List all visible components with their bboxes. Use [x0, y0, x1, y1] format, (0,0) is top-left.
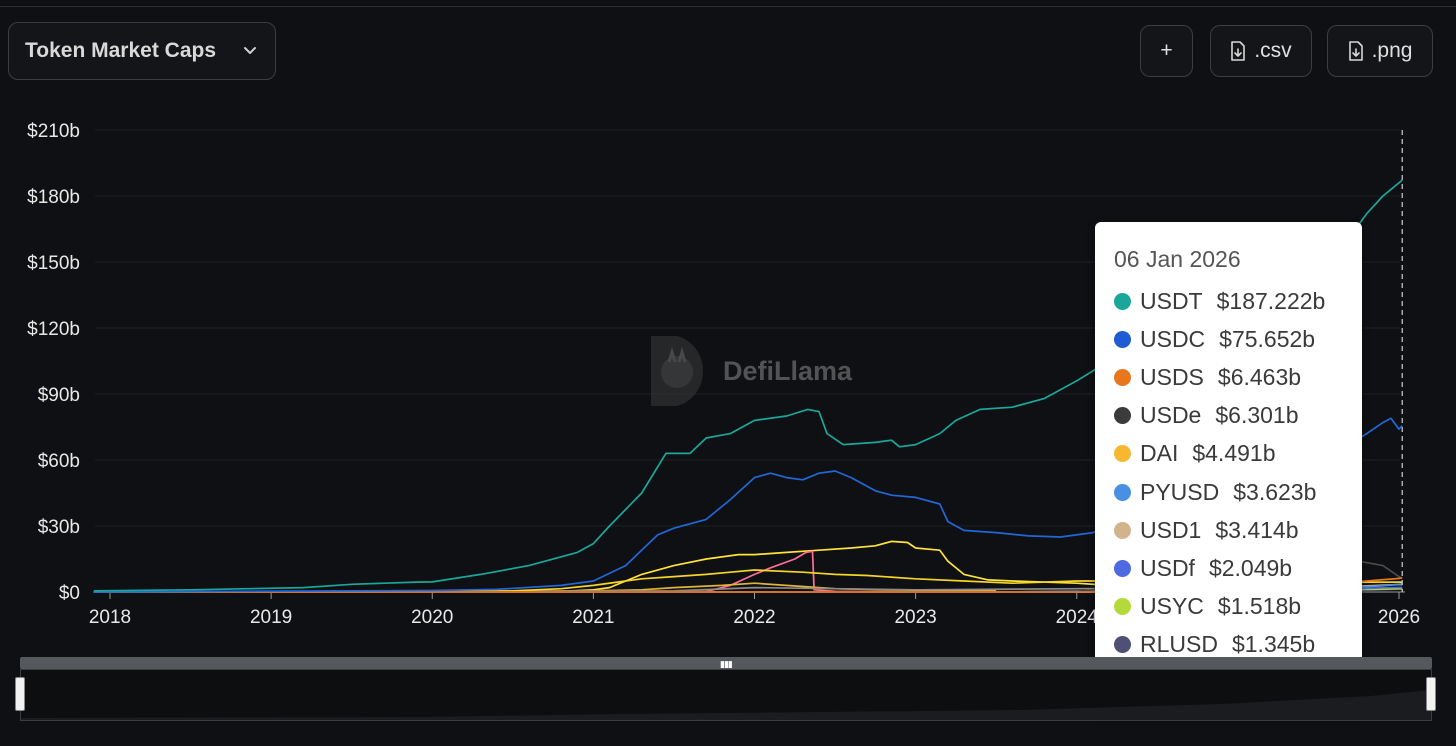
tooltip-series-value: $6.301b — [1215, 402, 1299, 429]
y-tick-label: $60b — [38, 451, 80, 472]
tooltip-series-name: PYUSD — [1140, 478, 1220, 505]
tooltip-series-value: $6.463b — [1217, 363, 1302, 390]
tooltip-row: USYC $1.518b — [1114, 588, 1362, 626]
y-tick-label: $150b — [27, 253, 80, 274]
defillama-watermark: DefiLlama — [647, 334, 852, 408]
tooltip-series-value: $3.414b — [1215, 516, 1299, 543]
tooltip-series-value: $3.623b — [1233, 478, 1317, 505]
series-color-dot — [1114, 521, 1131, 539]
x-tick-label: 2026 — [1378, 607, 1420, 628]
download-csv-button[interactable]: .csv — [1210, 25, 1312, 77]
range-slider[interactable]: ▮▮▮ — [15, 657, 1436, 721]
tooltip-series-name: RLUSD — [1140, 631, 1218, 658]
tooltip-series-value: $187.222b — [1216, 287, 1326, 314]
series-color-dot — [1114, 598, 1131, 616]
tooltip-row: USDT $187.222b — [1114, 282, 1362, 320]
tooltip-series-name: USDf — [1140, 554, 1195, 581]
y-tick-label: $90b — [38, 385, 80, 406]
x-tick-label: 2021 — [572, 607, 614, 628]
series-color-dot — [1114, 559, 1131, 577]
series-line — [93, 540, 1238, 593]
csv-label: .csv — [1254, 39, 1292, 62]
download-png-button[interactable]: .png — [1327, 25, 1433, 77]
series-color-dot — [1114, 483, 1131, 501]
top-divider — [0, 6, 1456, 7]
preview-area — [21, 690, 1431, 720]
tooltip-row: USDS $6.463b — [1114, 358, 1362, 396]
x-tick-label: 2018 — [89, 607, 131, 628]
tooltip-row: USDe $6.301b — [1114, 397, 1362, 435]
file-download-icon — [1348, 41, 1363, 61]
series-color-dot — [1114, 407, 1131, 425]
tooltip-series-name: USDT — [1140, 287, 1203, 314]
grip-icon: ▮▮▮ — [720, 659, 733, 669]
tooltip-series-value: $1.345b — [1231, 631, 1316, 658]
tooltip-series-name: DAI — [1140, 440, 1179, 467]
tooltip-series-name: USDS — [1140, 363, 1204, 390]
tooltip-row: RLUSD $1.345b — [1114, 626, 1362, 664]
x-tick-label: 2022 — [733, 607, 775, 628]
series-line — [93, 550, 916, 593]
llama-logo-icon — [651, 336, 704, 406]
tooltip-row: DAI $4.491b — [1114, 435, 1362, 473]
tooltip-series-value: $4.491b — [1192, 440, 1276, 467]
y-tick-label: $120b — [27, 319, 80, 340]
range-slider-bar[interactable]: ▮▮▮ — [20, 657, 1432, 669]
x-tick-label: 2019 — [250, 607, 292, 628]
tooltip-series-value: $75.652b — [1219, 325, 1316, 352]
add-button[interactable]: + — [1140, 25, 1193, 77]
watermark-text: DefiLlama — [723, 355, 853, 386]
tooltip-row: USD1 $3.414b — [1114, 511, 1362, 549]
tooltip-row: USDC $75.652b — [1114, 320, 1362, 358]
y-tick-label: $0 — [59, 583, 80, 604]
x-tick-label: 2023 — [894, 607, 936, 628]
tooltip-panel: 06 Jan 2026 USDT $187.222b USDC $75.652b USD… — [1095, 222, 1362, 717]
tooltip-series-name: USD1 — [1140, 516, 1202, 543]
tooltip-series-name: USYC — [1140, 593, 1204, 620]
tooltip-date: 06 Jan 2026 — [1114, 246, 1241, 272]
series-color-dot — [1114, 292, 1131, 310]
series-color-dot — [1114, 445, 1131, 463]
file-download-icon — [1231, 41, 1246, 61]
series-color-dot — [1114, 368, 1131, 386]
y-tick-label: $180b — [27, 187, 80, 208]
add-label: + — [1160, 39, 1173, 62]
series-color-dot — [1114, 636, 1131, 654]
chevron-down-icon — [244, 47, 256, 54]
tooltip-series-value: $2.049b — [1208, 554, 1293, 581]
y-tick-label: $210b — [27, 121, 80, 142]
range-preview — [20, 669, 1432, 721]
tooltip-series-name: USDe — [1140, 402, 1202, 429]
x-tick-label: 2024 — [1056, 607, 1099, 628]
png-label: .png — [1371, 39, 1413, 62]
range-handle-right[interactable] — [1426, 677, 1436, 711]
series-color-dot — [1114, 330, 1131, 348]
chart-type-dropdown[interactable]: Token Market Caps — [8, 22, 276, 80]
x-tick-label: 2020 — [411, 607, 453, 628]
tooltip-row: PYUSD $3.623b — [1114, 473, 1362, 511]
dropdown-label: Token Market Caps — [25, 39, 216, 62]
tooltip-series-value: $1.518b — [1217, 593, 1302, 620]
tooltip-series-name: USDC — [1140, 325, 1206, 352]
tooltip-row: USDf $2.049b — [1114, 549, 1362, 587]
y-tick-label: $30b — [38, 517, 80, 538]
range-handle-left[interactable] — [15, 677, 25, 711]
